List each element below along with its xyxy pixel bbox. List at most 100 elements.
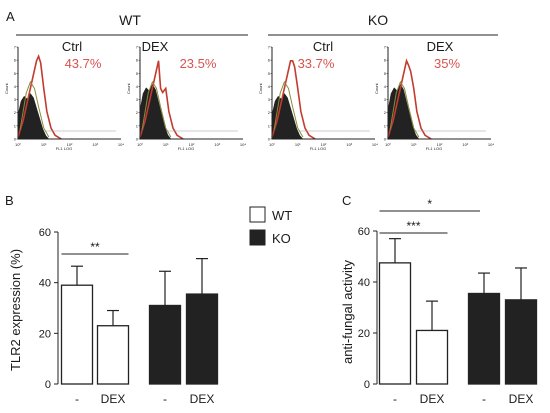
hist-xtick: 10²: [437, 142, 443, 147]
hist-xtick: 10⁴: [488, 142, 494, 147]
hist-ytick: 2: [384, 110, 387, 115]
hist-ytick: 0: [268, 137, 271, 142]
significance-label: **: [90, 240, 100, 254]
x-tick-label: DEX: [101, 392, 126, 406]
panel-label-b: B: [5, 193, 14, 208]
y-tick-label: 60: [39, 227, 51, 239]
hist-ytick: 6: [136, 58, 139, 63]
histogram-wt-ctrl: Ctrl 43.7% Count FL1 LOG 0 1 2 3 4 5 6 7 10⁰ 10¹ 1…: [4, 39, 124, 151]
hist-tlr2-curve: [271, 60, 316, 140]
bar: [60, 284, 94, 385]
hist-ytick: 4: [136, 84, 139, 89]
hist-ytick: 4: [14, 84, 17, 89]
hist-ytick: 0: [384, 137, 387, 142]
hist-control-curve: [389, 80, 420, 138]
hist-xlabel: FL1 LOG: [56, 146, 72, 151]
hist-ytick: 3: [136, 97, 139, 102]
panel-label-a: A: [6, 9, 15, 24]
hist-xtick: 10¹: [295, 142, 301, 147]
hist-ytick: 0: [14, 137, 17, 142]
x-tick-label: DEX: [509, 392, 534, 406]
hist-isotype-fill: [17, 93, 50, 140]
hist-ytick: 5: [14, 71, 17, 76]
bar: [504, 299, 538, 385]
hist-ytick: 4: [268, 84, 271, 89]
hist-xtick: 10⁴: [240, 142, 246, 147]
hist-tlr2-curve: [17, 53, 62, 140]
hist-ytick: 3: [384, 97, 387, 102]
legend-label-wt: WT: [272, 208, 292, 223]
hist-xlabel: FL1 LOG: [178, 146, 194, 151]
hist-ytick: 7: [136, 45, 139, 50]
hist-tlr2-curve: [387, 58, 432, 140]
histogram-ko-ctrl: Ctrl 33.7% Count FL1 LOG 0 1 2 3 4 5 6 7 10⁰ 10¹ 1…: [258, 39, 378, 151]
x-tick-label: DEX: [190, 392, 215, 406]
hist-xtick: 10⁴: [118, 142, 124, 147]
group-label-ko: KO: [368, 12, 388, 28]
hist-ytick: 5: [268, 71, 271, 76]
panel-label-c: C: [342, 193, 351, 208]
bar: [415, 329, 449, 385]
hist-ylabel: Count: [126, 82, 131, 94]
hist-control-curve: [141, 80, 172, 138]
x-tick-label: -: [482, 392, 486, 406]
bar: [378, 262, 412, 385]
hist-ytick: 5: [384, 71, 387, 76]
y-axis-label: TLR2 expression (%): [8, 249, 23, 371]
group-label-wt: WT: [119, 12, 141, 28]
hist-ytick: 2: [14, 110, 17, 115]
hist-xtick: 10³: [346, 142, 352, 147]
y-tick-label: 40: [358, 277, 370, 289]
legend-swatch-wt: [249, 206, 266, 223]
hist-ytick: 1: [268, 123, 271, 128]
x-tick-label: -: [393, 392, 397, 406]
y-tick-label: 40: [39, 278, 51, 290]
hist-ytick: 0: [136, 137, 139, 142]
significance-label: ***: [406, 219, 420, 233]
bar: [96, 325, 130, 385]
hist-ytick: 2: [268, 110, 271, 115]
bar: [185, 293, 219, 385]
hist-ytick: 6: [268, 58, 271, 63]
x-tick-label: -: [163, 392, 167, 406]
legend-label-ko: KO: [272, 231, 291, 246]
hist-percent: 35%: [434, 56, 460, 71]
hist-ytick: 2: [136, 110, 139, 115]
hist-xtick: 10²: [67, 142, 73, 147]
histogram-wt-dex: DEX 23.5% Count FL1 LOG 0 1 2 3 4 5 6 7 10⁰ 10¹ 10…: [126, 39, 246, 151]
hist-xtick: 10²: [189, 142, 195, 147]
x-tick-label: -: [75, 392, 79, 406]
hist-title: DEX: [142, 39, 169, 54]
hist-ylabel: Count: [374, 82, 379, 94]
hist-xtick: 10³: [214, 142, 220, 147]
hist-tlr2-curve: [139, 60, 184, 140]
hist-ytick: 6: [384, 58, 387, 63]
hist-percent: 33.7%: [298, 56, 335, 71]
hist-xtick: 10³: [462, 142, 468, 147]
y-tick-label: 20: [358, 328, 370, 340]
y-axis-label: anti-fungal activity: [340, 259, 355, 364]
hist-ytick: 7: [384, 45, 387, 50]
hist-xtick: 10⁰: [385, 142, 391, 147]
hist-xlabel: FL1 LOG: [426, 146, 442, 151]
hist-ytick: 1: [136, 123, 139, 128]
hist-xtick: 10⁰: [15, 142, 21, 147]
hist-xtick: 10³: [92, 142, 98, 147]
hist-xtick: 10⁰: [269, 142, 275, 147]
legend-swatch-ko: [249, 229, 266, 246]
hist-title: DEX: [427, 39, 454, 54]
hist-title: Ctrl: [313, 39, 333, 54]
hist-control-curve: [19, 80, 50, 138]
hist-xtick: 10¹: [411, 142, 417, 147]
hist-percent: 23.5%: [180, 56, 217, 71]
hist-ytick: 1: [14, 123, 17, 128]
hist-title: Ctrl: [62, 39, 82, 54]
hist-ytick: 6: [14, 58, 17, 63]
hist-xtick: 10⁰: [137, 142, 143, 147]
hist-ytick: 3: [268, 97, 271, 102]
hist-ytick: 7: [14, 45, 17, 50]
bar-chart-tlr2: TLR2 expression (%) 0 20 40 60 - DEX - DEX **: [8, 227, 219, 406]
y-tick-label: 0: [45, 379, 51, 391]
